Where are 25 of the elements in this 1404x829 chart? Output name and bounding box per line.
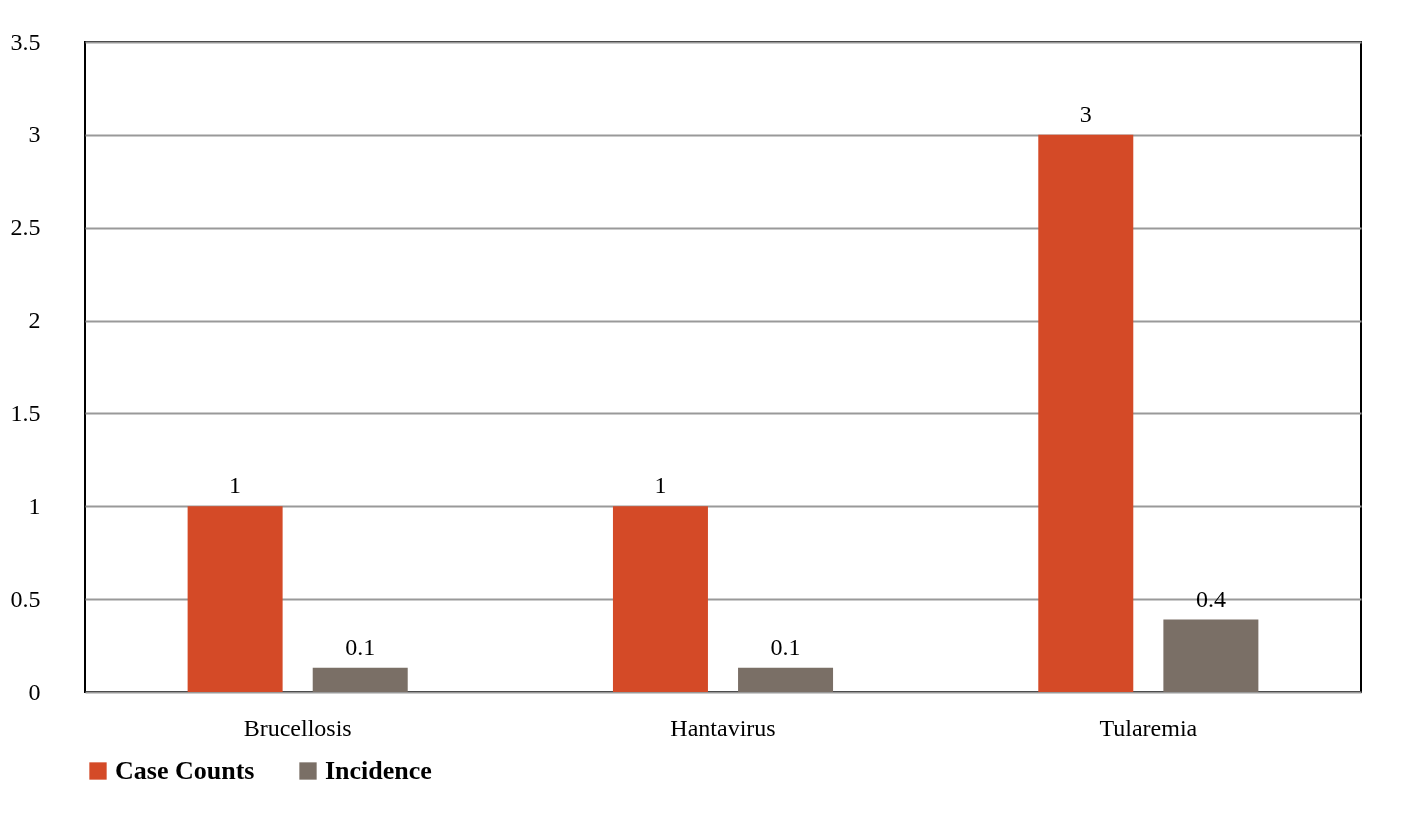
x-tick-label: Hantavirus xyxy=(670,714,776,741)
bar xyxy=(1163,619,1259,692)
x-tick-label: Tularemia xyxy=(1099,714,1198,741)
y-tick-label: 0.5 xyxy=(10,585,41,612)
x-tick-label: Brucellosis xyxy=(243,714,352,741)
data-label: 3 xyxy=(1079,100,1092,127)
y-tick-label: 1.5 xyxy=(10,399,41,426)
bar xyxy=(612,506,708,692)
bar xyxy=(738,667,834,692)
bar xyxy=(187,506,283,692)
y-tick-label: 3.5 xyxy=(10,28,41,55)
y-tick-label: 3 xyxy=(28,121,41,148)
y-tick-label: 2 xyxy=(28,307,41,334)
bar xyxy=(1038,134,1134,692)
y-tick-label: 2.5 xyxy=(10,214,41,241)
legend-label: Case Counts xyxy=(115,756,255,785)
data-label: 1 xyxy=(654,472,667,499)
bar xyxy=(312,667,408,692)
data-label: 0.4 xyxy=(1195,585,1226,612)
data-label: 0.1 xyxy=(345,633,376,660)
data-label: 1 xyxy=(229,472,242,499)
y-tick-label: 1 xyxy=(28,492,41,519)
y-tick-label: 0 xyxy=(28,678,41,705)
data-label: 0.1 xyxy=(770,633,801,660)
legend-label: Incidence xyxy=(325,756,432,785)
